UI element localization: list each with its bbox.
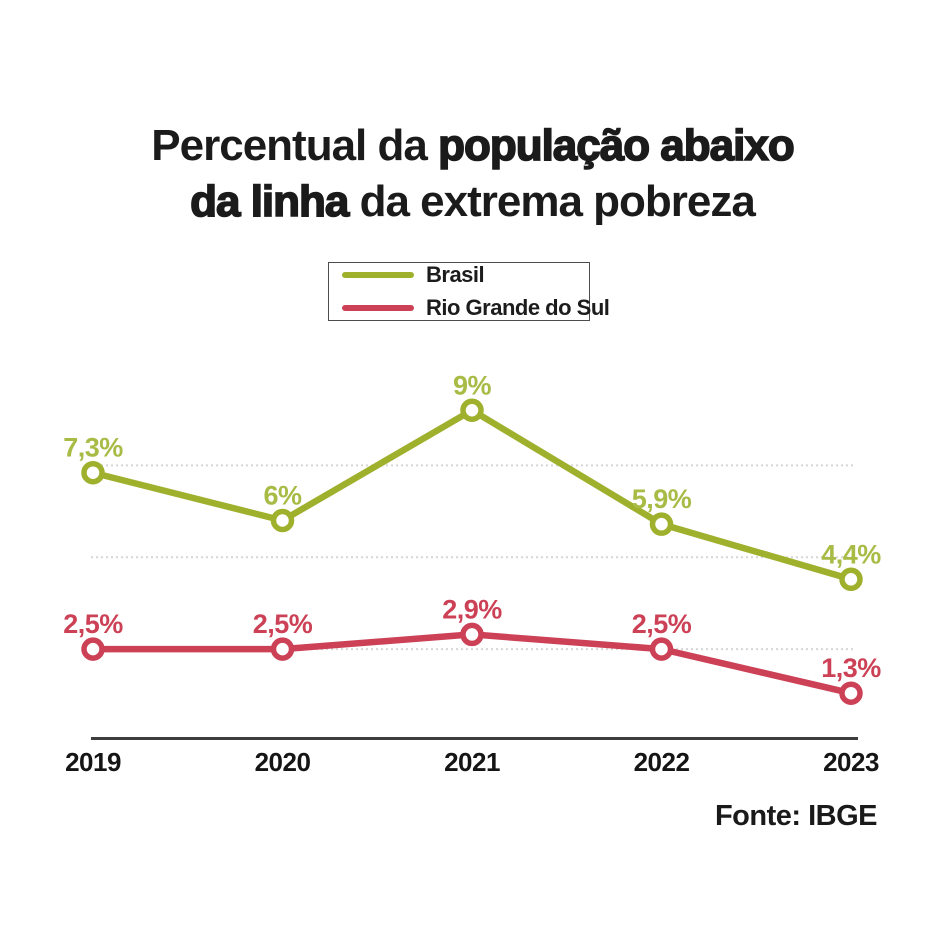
legend-item-rio-grande-do-sul: Rio Grande do Sul bbox=[342, 295, 610, 321]
data-point-marker-rio-grande-do-sul bbox=[81, 637, 105, 661]
legend-swatch-brasil bbox=[342, 272, 414, 278]
data-point-label-brasil: 5,9% bbox=[632, 484, 692, 514]
data-point-label-brasil: 9% bbox=[453, 370, 492, 400]
legend-swatch-rio-grande-do-sul bbox=[342, 305, 414, 311]
data-point-label-rio-grande-do-sul: 2,5% bbox=[253, 609, 313, 639]
data-point-label-rio-grande-do-sul: 1,3% bbox=[821, 653, 881, 683]
data-point-marker-rio-grande-do-sul bbox=[839, 681, 863, 705]
x-axis-label: 2019 bbox=[65, 747, 121, 777]
legend-label-brasil: Brasil bbox=[426, 262, 485, 287]
data-point-marker-rio-grande-do-sul bbox=[649, 637, 674, 661]
data-point-marker-brasil bbox=[839, 567, 863, 592]
source-credit: Fonte: IBGE bbox=[714, 800, 878, 832]
title-regular-part-2: da extrema pobreza bbox=[348, 177, 756, 226]
data-point-marker-brasil bbox=[270, 508, 295, 533]
data-point-label-brasil: 4,4% bbox=[821, 539, 881, 569]
chart-title: Percentual da população abaixo da linha d… bbox=[0, 118, 945, 230]
x-axis-label: 2020 bbox=[255, 747, 311, 777]
x-axis-label: 2021 bbox=[444, 747, 500, 777]
data-point-label-brasil: 6% bbox=[263, 481, 302, 511]
data-point-marker-brasil bbox=[649, 512, 674, 536]
title-bold-part-1: população abaixo bbox=[437, 120, 795, 171]
title-bold-part-2: da linha bbox=[189, 176, 350, 227]
series-line-brasil bbox=[89, 407, 855, 583]
title-regular-part-1: Percentual da bbox=[151, 121, 439, 170]
legend: Brasil Rio Grande do Sul bbox=[328, 262, 610, 321]
x-axis-label: 2023 bbox=[823, 747, 879, 777]
legend-item-brasil: Brasil bbox=[342, 262, 576, 288]
x-axis-label: 2022 bbox=[634, 747, 690, 777]
data-point-label-rio-grande-do-sul: 2,9% bbox=[442, 594, 502, 624]
data-point-marker-rio-grande-do-sul bbox=[460, 622, 484, 647]
data-point-marker-rio-grande-do-sul bbox=[270, 637, 295, 661]
data-point-marker-brasil bbox=[81, 460, 105, 485]
data-point-label-rio-grande-do-sul: 2,5% bbox=[632, 609, 692, 639]
data-point-marker-brasil bbox=[460, 398, 484, 422]
data-point-label-rio-grande-do-sul: 2,5% bbox=[63, 609, 123, 639]
data-point-label-brasil: 7,3% bbox=[63, 433, 123, 463]
legend-label-rio-grande-do-sul: Rio Grande do Sul bbox=[426, 295, 610, 320]
